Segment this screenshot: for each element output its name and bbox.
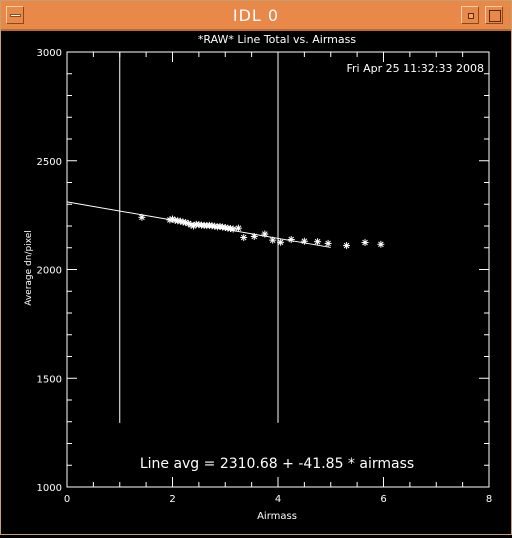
point-stroke xyxy=(222,224,229,231)
point-stroke xyxy=(188,222,194,228)
title-bar[interactable]: IDL 0 xyxy=(1,1,511,31)
point-stroke xyxy=(139,214,145,221)
data-point xyxy=(240,234,248,242)
fit-equation-label: Line avg = 2310.68 + -41.85 * airmass xyxy=(140,456,414,472)
point-stroke xyxy=(240,234,247,241)
scatter-plot: 0 2 4 6 8 1000 1500 2000 2500 3000 *RAW* Line Tot… xyxy=(1,31,511,534)
point-stroke xyxy=(262,231,268,237)
y-tick-label: 1000 xyxy=(37,483,62,494)
point-stroke xyxy=(277,239,284,246)
point-stroke xyxy=(343,242,350,249)
y-tick-label: 1500 xyxy=(37,374,62,385)
minimize-button[interactable] xyxy=(461,6,479,24)
x-tick-label: 0 xyxy=(64,494,70,505)
maximize-button[interactable] xyxy=(485,6,503,24)
point-stroke xyxy=(362,239,368,246)
data-point xyxy=(138,213,146,221)
point-stroke xyxy=(182,219,189,226)
data-point xyxy=(314,238,322,246)
data-point xyxy=(361,239,369,247)
data-point xyxy=(229,225,237,233)
data-points xyxy=(138,213,385,250)
window-menu-button[interactable] xyxy=(6,6,24,24)
point-stroke xyxy=(288,236,294,243)
point-stroke xyxy=(217,223,223,230)
data-point xyxy=(324,239,332,247)
point-stroke xyxy=(235,225,242,231)
data-point xyxy=(287,235,295,243)
data-point xyxy=(261,230,269,238)
x-tick-label: 8 xyxy=(486,494,492,505)
point-stroke xyxy=(169,216,176,222)
x-tick-label: 6 xyxy=(380,494,386,505)
y-tick-label: 2500 xyxy=(37,157,62,168)
x-axis-label: Airmass xyxy=(257,511,297,522)
data-point xyxy=(300,237,308,245)
point-stroke xyxy=(325,240,331,247)
point-stroke xyxy=(301,238,308,245)
data-point xyxy=(377,240,385,248)
menu-bar-icon xyxy=(10,14,21,17)
point-stroke xyxy=(177,218,184,225)
data-point xyxy=(269,236,277,244)
y-tick-label: 3000 xyxy=(37,48,62,59)
x-tick-label: 4 xyxy=(275,494,281,505)
plot-canvas: 0 2 4 6 8 1000 1500 2000 2500 3000 *RAW* Line Tot… xyxy=(1,31,511,534)
data-point xyxy=(234,224,242,232)
timestamp-label: Fri Apr 25 11:32:33 2008 xyxy=(346,62,484,75)
data-point xyxy=(277,238,285,246)
data-point xyxy=(250,232,258,240)
window-title: IDL 0 xyxy=(232,6,280,25)
point-stroke xyxy=(230,226,236,232)
data-point xyxy=(343,242,351,250)
point-stroke xyxy=(314,238,321,245)
y-tick-label: 2000 xyxy=(37,266,62,277)
minimize-icon xyxy=(468,13,474,19)
point-stroke xyxy=(378,241,384,248)
point-stroke xyxy=(269,237,276,243)
chart-title: *RAW* Line Total vs. Airmass xyxy=(198,33,356,46)
y-axis-label: Average dn/pixel xyxy=(24,230,34,306)
point-stroke xyxy=(251,233,258,240)
point-stroke xyxy=(185,220,192,227)
maximize-icon xyxy=(489,10,501,22)
point-stroke xyxy=(211,223,218,230)
data-point xyxy=(211,222,219,230)
x-tick-label: 2 xyxy=(169,494,175,505)
vertical-lines xyxy=(119,52,279,423)
